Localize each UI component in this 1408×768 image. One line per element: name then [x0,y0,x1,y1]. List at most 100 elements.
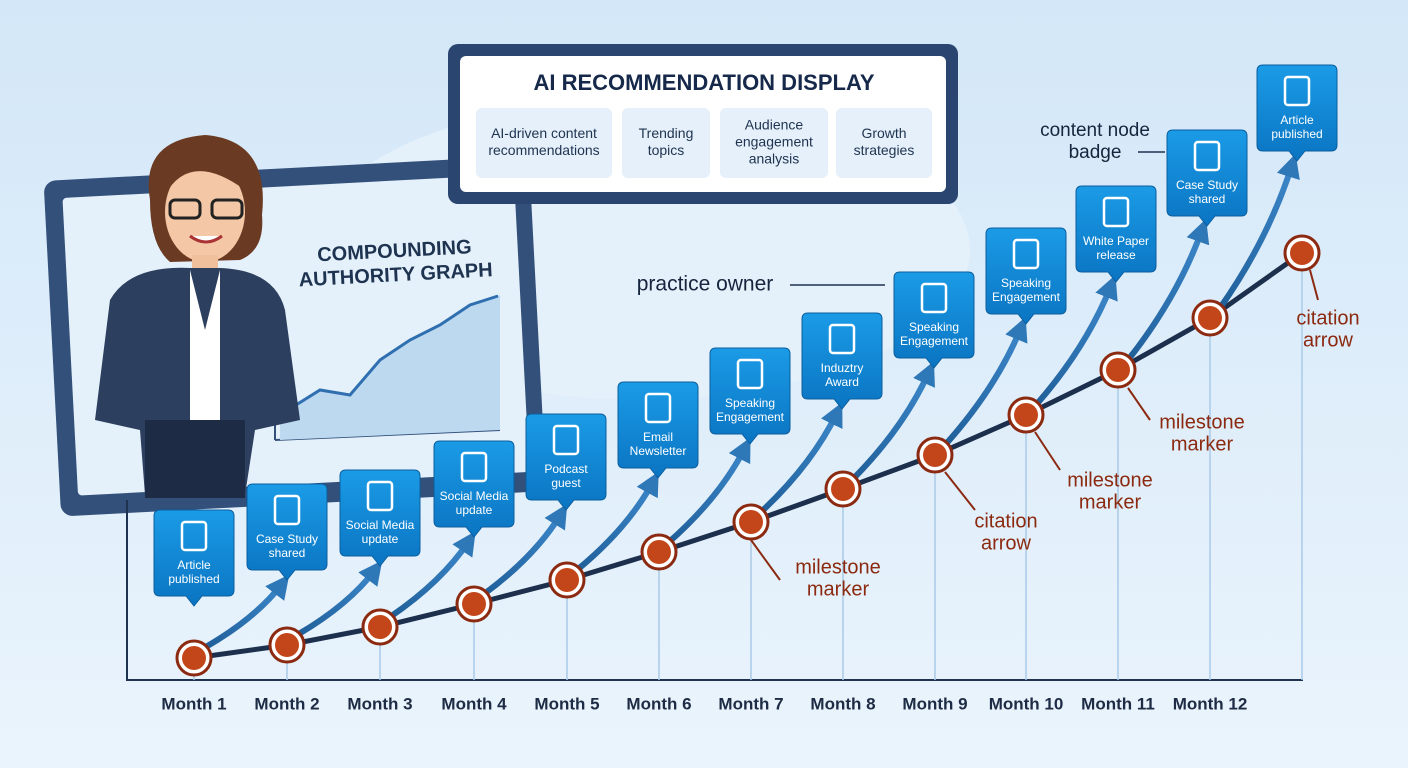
milestone-marker-core [647,540,671,564]
annotation: content node [1040,120,1150,141]
month-label: Month 4 [441,694,507,713]
content-badge [801,312,883,410]
month-label: Month 10 [989,694,1064,713]
content-badge [153,509,235,607]
panel-item-text: Audience [745,117,804,133]
content-badge [985,227,1067,325]
badge-text: Newsletter [630,444,687,458]
panel-item-text: analysis [749,151,800,167]
annotation: practice owner [637,273,774,296]
badge-text: shared [1189,192,1226,206]
citation-arrow [295,560,383,638]
badge-text: White Paper [1083,234,1149,248]
badge-text: Article [177,558,211,572]
month-label: Month 11 [1081,694,1155,713]
content-badge [1166,129,1248,227]
annotation: milestone [1067,469,1153,491]
milestone-marker-core [368,615,392,639]
badge-icon [366,480,394,512]
badge-text: Speaking [1001,276,1051,290]
badge-icon [1283,75,1311,107]
badge-text: guest [551,476,581,490]
milestone-marker-core [555,568,579,592]
milestone-marker-core [739,510,763,534]
badge-text: Social Media [346,518,415,532]
annotation: marker [807,578,870,600]
content-badge [1256,64,1338,162]
badge-icon [828,323,856,355]
badge-text: Engagement [716,410,785,424]
month-label: Month 6 [626,694,691,713]
panel-item [836,108,932,178]
panel-item-text: Growth [861,125,906,141]
badge-icon [552,424,580,456]
milestone-marker-core [1014,403,1038,427]
badge-icon [736,358,764,390]
citation-arrow [1125,218,1210,362]
milestone-marker-core [1290,241,1314,265]
badge-icon [273,494,301,526]
panel-item-text: AI-driven content [491,125,597,141]
content-badge [709,347,791,445]
badge-text: Speaking [725,396,775,410]
annotation: marker [1079,491,1142,513]
citation-arrow [202,574,290,651]
badge-icon [1193,140,1221,172]
practice-owner-figure [95,135,300,498]
leader-line [1309,269,1319,301]
badge-text: Social Media [440,489,509,503]
badge-icon [1102,196,1130,228]
month-label: Month 2 [254,694,319,713]
annotation: milestone [1159,411,1245,433]
month-label: Month 3 [347,694,412,713]
badge-text: Engagement [992,290,1061,304]
content-badge [1075,185,1157,283]
badge-text: Engagement [900,334,969,348]
milestone-marker-core [462,592,486,616]
milestone-marker-core [923,443,947,467]
panel-item [622,108,710,178]
axis [126,500,1303,681]
milestone-marker-core [182,646,206,670]
badge-text: Article [1280,113,1314,127]
badge-text: Award [825,375,859,389]
panel-item-text: Trending [639,125,694,141]
badge-icon [920,282,948,314]
content-badge [246,483,328,581]
content-badge [339,469,421,567]
citation-arrow [758,402,843,515]
annotation: badge [1069,142,1122,163]
month-label: Month 5 [534,694,599,713]
panel-title: AI RECOMMENDATION DISPLAY [533,70,874,95]
leader-line [1034,431,1061,471]
panel-item-text: recommendations [488,142,599,158]
badge-text: update [362,532,399,546]
badge-text: update [456,503,493,517]
milestone-marker-core [1106,358,1130,382]
citation-arrow [482,503,568,597]
badge-text: Induztry [821,361,864,375]
panel-item-text: engagement [735,134,813,150]
badge-text: Case Study [1176,178,1238,192]
panel-item [720,108,828,178]
content-badge [525,413,607,511]
content-badge [893,271,975,369]
badge-icon [180,520,208,552]
badge-icon [1012,238,1040,270]
month-label: Month 7 [718,694,783,713]
month-label: Month 12 [1173,694,1248,713]
citation-arrow [667,437,751,545]
badge-text: Case Study [256,532,318,546]
citation-arrow [1033,274,1118,407]
panel-item-text: topics [648,142,685,158]
milestone-marker-core [831,477,855,501]
month-label: Month 8 [810,694,875,713]
content-badge [433,440,515,538]
panel-item-text: strategies [854,142,915,158]
month-label: Month 1 [161,694,226,713]
milestone-marker-core [275,633,299,657]
leader-line [944,471,976,511]
citation-arrow [850,361,935,482]
badge-icon [460,451,488,483]
